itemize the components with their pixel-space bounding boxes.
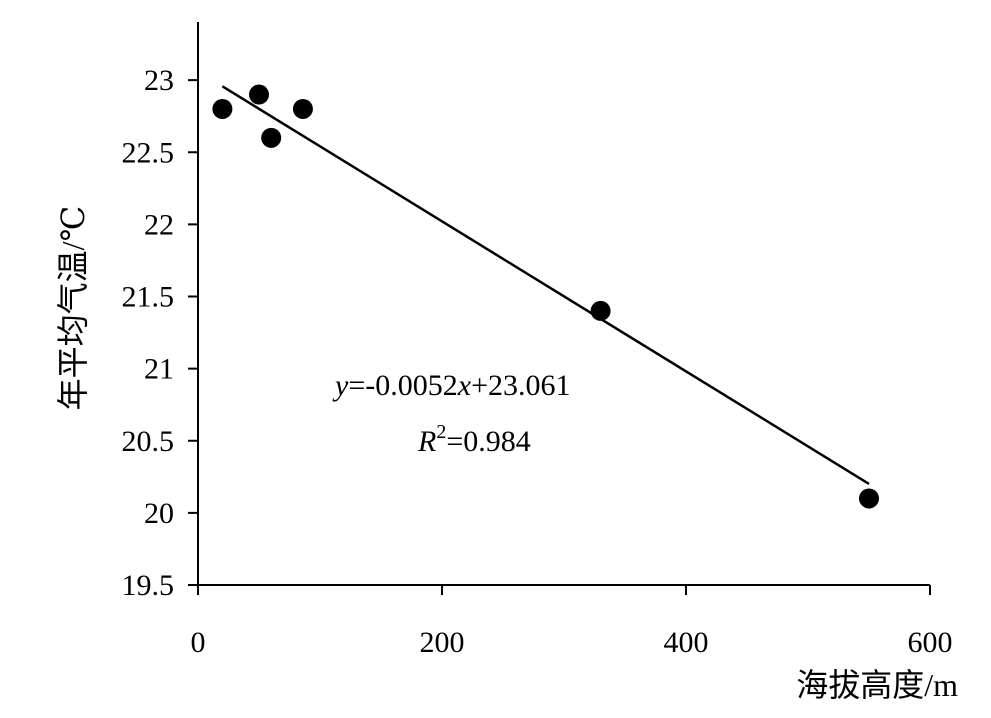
x-tick-label: 600 xyxy=(908,626,953,659)
y-tick-label: 20 xyxy=(144,497,174,530)
trendline xyxy=(221,85,870,485)
data-point xyxy=(261,127,282,148)
data-point xyxy=(292,98,313,119)
x-tick-label: 200 xyxy=(420,626,465,659)
x-tick-label: 400 xyxy=(664,626,709,659)
y-tick-label: 21 xyxy=(144,353,174,386)
y-tick-label: 22 xyxy=(144,208,174,241)
trendline-equation: y=-0.0052x+23.061 xyxy=(332,369,571,402)
r-squared-label: R2=0.984 xyxy=(417,421,531,458)
y-tick-label: 21.5 xyxy=(122,281,175,314)
y-tick-label: 23 xyxy=(144,64,174,97)
axes xyxy=(197,22,930,586)
y-axis-label: 年平均气温/℃ xyxy=(55,206,91,411)
data-point xyxy=(590,300,611,321)
data-point xyxy=(212,98,233,119)
data-point xyxy=(249,84,269,105)
x-tick-label: 0 xyxy=(191,626,206,659)
trendline-group xyxy=(221,85,870,485)
ticks: 0 200 400 600 19.5 20 20.5 21 21.5 22 22.5 23 xyxy=(122,64,953,659)
data-point xyxy=(859,488,879,509)
x-axis-label: 海拔高度/m xyxy=(796,667,958,703)
y-tick-label: 22.5 xyxy=(122,136,175,169)
y-tick-label: 20.5 xyxy=(122,425,175,458)
y-tick-label: 19.5 xyxy=(122,569,175,602)
points-group xyxy=(212,84,879,509)
